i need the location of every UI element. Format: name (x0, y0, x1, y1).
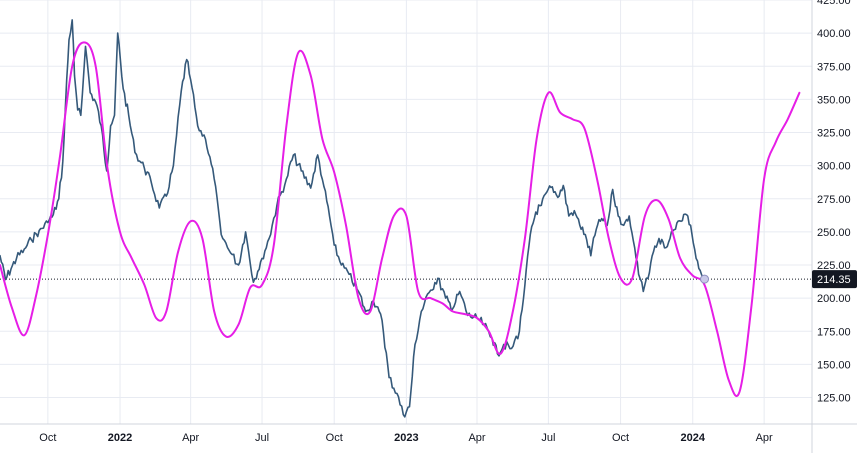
x-axis-labels: Oct 2022 Apr Jul Oct 2023 Apr Jul Oct 2024 Apr (39, 432, 773, 444)
y-tick-label: 200.00 (817, 293, 851, 305)
series-line-1 (0, 19, 704, 418)
x-tick-label: Oct (326, 432, 343, 444)
y-tick-label: 400.00 (817, 28, 851, 40)
y-tick-label: 300.00 (817, 161, 851, 173)
y-tick-label: 325.00 (817, 128, 851, 140)
x-tick-label: Apr (756, 432, 773, 444)
y-tick-label: 275.00 (817, 194, 851, 206)
x-tick-label: 2024 (681, 432, 706, 444)
crosshair-marker[interactable] (700, 274, 710, 284)
y-axis-labels: 425.00 400.00 375.00 350.00 325.00 300.00 275.… (817, 0, 851, 405)
y-tick-label: 250.00 (817, 227, 851, 239)
x-tick-label: 2022 (108, 432, 132, 444)
x-tick-label: Jul (541, 432, 555, 444)
x-tick-label: 2023 (394, 432, 418, 444)
series-layer (0, 19, 801, 418)
last-price-tag-label: 214.35 (817, 274, 851, 286)
y-tick-label: 175.00 (817, 326, 851, 338)
y-tick-label: 150.00 (817, 359, 851, 371)
last-price-tag[interactable]: 214.35 (812, 270, 857, 289)
x-tick-label: Apr (182, 432, 199, 444)
x-tick-label: Jul (255, 432, 269, 444)
x-tick-label: Apr (468, 432, 485, 444)
last-price-tag-background (812, 270, 857, 289)
x-tick-label: Oct (39, 432, 56, 444)
y-tick-label: 350.00 (817, 94, 851, 106)
series-line-2 (0, 41, 801, 397)
chart-grid (0, 0, 812, 424)
y-tick-label: 225.00 (817, 260, 851, 272)
x-tick-label: Oct (612, 432, 629, 444)
y-tick-label: 125.00 (817, 393, 851, 405)
y-tick-label: 425.00 (817, 0, 851, 7)
y-tick-label: 375.00 (817, 61, 851, 73)
